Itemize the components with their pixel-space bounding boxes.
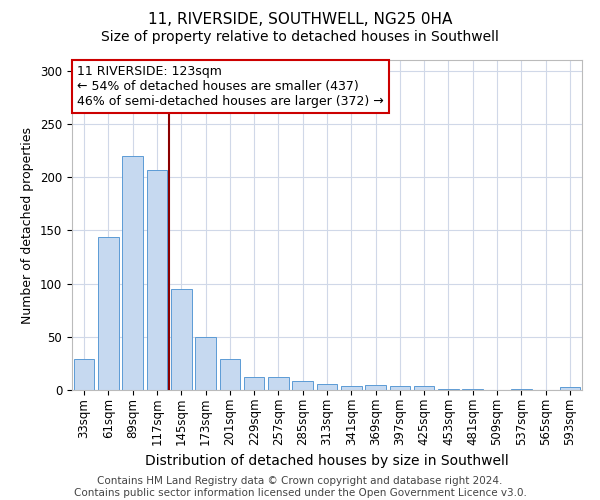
Text: Size of property relative to detached houses in Southwell: Size of property relative to detached ho…: [101, 30, 499, 44]
Bar: [292, 382, 313, 390]
Y-axis label: Number of detached properties: Number of detached properties: [22, 126, 34, 324]
Bar: [74, 359, 94, 390]
Text: 11, RIVERSIDE, SOUTHWELL, NG25 0HA: 11, RIVERSIDE, SOUTHWELL, NG25 0HA: [148, 12, 452, 28]
Bar: [122, 156, 143, 390]
Bar: [220, 359, 240, 390]
Bar: [171, 289, 191, 390]
Bar: [341, 386, 362, 390]
Text: Contains HM Land Registry data © Crown copyright and database right 2024.
Contai: Contains HM Land Registry data © Crown c…: [74, 476, 526, 498]
Bar: [244, 377, 265, 390]
Bar: [560, 387, 580, 390]
Bar: [146, 170, 167, 390]
Bar: [268, 377, 289, 390]
Text: 11 RIVERSIDE: 123sqm
← 54% of detached houses are smaller (437)
46% of semi-deta: 11 RIVERSIDE: 123sqm ← 54% of detached h…: [77, 65, 384, 108]
X-axis label: Distribution of detached houses by size in Southwell: Distribution of detached houses by size …: [145, 454, 509, 468]
Bar: [317, 384, 337, 390]
Bar: [511, 389, 532, 390]
Bar: [438, 389, 459, 390]
Bar: [365, 384, 386, 390]
Bar: [389, 386, 410, 390]
Bar: [414, 386, 434, 390]
Bar: [195, 337, 216, 390]
Bar: [463, 389, 483, 390]
Bar: [98, 236, 119, 390]
